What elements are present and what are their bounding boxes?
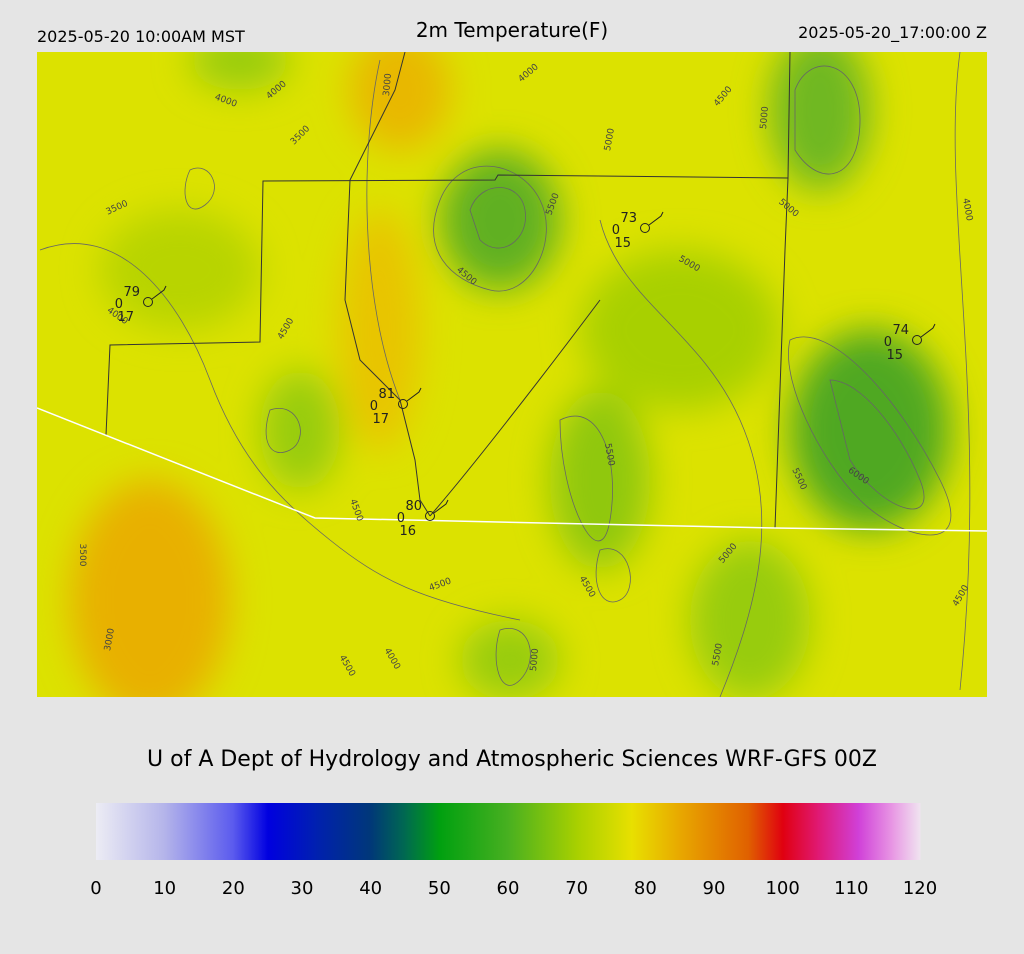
station-dewpoint: 0 [612, 223, 620, 238]
contours [39, 52, 971, 697]
station-temperature: 81 [378, 387, 395, 402]
station-gust: 17 [372, 412, 389, 427]
colorbar-tick-label: 100 [765, 878, 799, 899]
wind-barb [433, 499, 449, 514]
colorbar-tick-label: 40 [359, 878, 382, 899]
contour-label: 3000 [382, 73, 394, 97]
state-border [37, 407, 987, 532]
colorbar-tick-label: 50 [428, 878, 451, 899]
contour-label: 5000 [759, 106, 771, 130]
station-dewpoint: 0 [370, 399, 378, 414]
station-gust: 16 [399, 524, 416, 539]
colorbar-segment [370, 803, 406, 860]
colorbar-segment [405, 803, 440, 860]
map-title: 2m Temperature(F) [416, 18, 608, 42]
wind-barb [648, 211, 664, 226]
boundaries [105, 52, 791, 529]
contour-label: 3000 [103, 627, 117, 652]
wind-barb [151, 285, 167, 300]
credit: U of A Dept of Hydrology and Atmospheric… [147, 747, 877, 772]
colorbar-segment [782, 803, 818, 860]
station-temperature: 79 [123, 285, 140, 300]
station-marker [912, 335, 922, 345]
colorbar-segment [439, 803, 509, 860]
contour-label: 5000 [603, 127, 617, 152]
colorbar-segment [679, 803, 749, 860]
colorbar-segment [267, 803, 317, 860]
valid-local-time: 2025-05-20 10:00AM MST [37, 27, 245, 46]
station-dewpoint: 0 [115, 297, 123, 312]
station-temperature: 74 [892, 323, 909, 338]
station-gust: 17 [117, 310, 134, 325]
colorbar-segment [233, 803, 269, 860]
contour-label: 3500 [77, 544, 87, 567]
station-marker [640, 223, 650, 233]
colorbar-tick-label: 60 [497, 878, 520, 899]
colorbar-segment [748, 803, 784, 860]
colorbar-tick-label: 20 [222, 878, 245, 899]
station-temperature: 73 [620, 211, 637, 226]
valid-utc-time: 2025-05-20_17:00:00 Z [798, 23, 987, 43]
colorbar-tick-label: 90 [703, 878, 726, 899]
colorbar-segment [817, 803, 859, 860]
colorbar-segment [576, 803, 633, 860]
colorbar-tick-label: 80 [634, 878, 657, 899]
station-dewpoint: 0 [884, 335, 892, 350]
colorbar-tick-label: 0 [90, 878, 101, 899]
colorbar: 0 10 20 30 40 50 60 70 80 90 100 110 120 [90, 803, 937, 899]
colorbar-tick-label: 30 [291, 878, 314, 899]
temperature-shading [70, 52, 950, 697]
contour-label: 5500 [711, 642, 725, 667]
colorbar-segment [164, 803, 234, 860]
colorbar-tick-label: 110 [834, 878, 868, 899]
colorbar-segment [508, 803, 578, 860]
contour-label: 5500 [602, 443, 616, 468]
station-marker [425, 511, 435, 521]
colorbar-segment [315, 803, 372, 860]
colorbar-segment [858, 803, 894, 860]
colorbar-tick-label: 120 [903, 878, 937, 899]
station-dewpoint: 0 [397, 511, 405, 526]
wind-barb [406, 387, 422, 402]
wind-barb [920, 323, 936, 338]
station-temperature: 80 [405, 499, 422, 514]
colorbar-segment [631, 803, 681, 860]
contour-label: 5000 [529, 648, 541, 672]
contour-label: 4000 [960, 198, 974, 223]
station-gust: 15 [886, 348, 903, 363]
station-marker [143, 297, 153, 307]
colorbar-segment [96, 803, 166, 860]
colorbar-tick-label: 10 [153, 878, 176, 899]
colorbar-segment [892, 803, 921, 860]
station-gust: 15 [614, 236, 631, 251]
station-marker [398, 399, 408, 409]
colorbar-tick-label: 70 [565, 878, 588, 899]
